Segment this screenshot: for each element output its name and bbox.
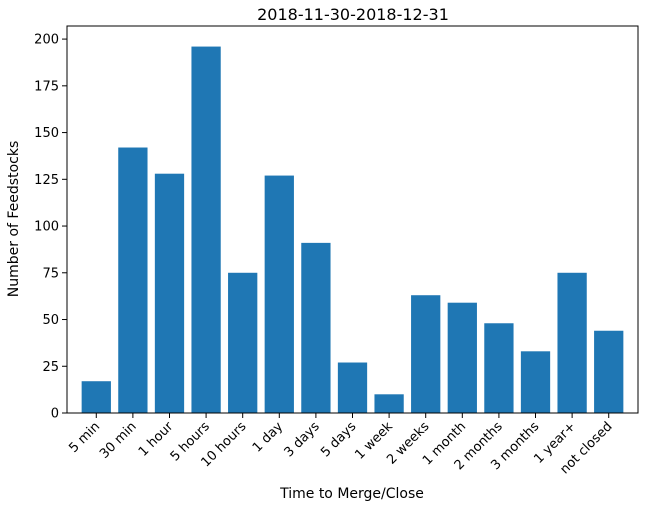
x-tick-label: 3 days bbox=[282, 419, 323, 460]
y-tick-label: 175 bbox=[34, 79, 59, 94]
y-tick-label: 125 bbox=[34, 173, 59, 188]
bar-30-min bbox=[118, 147, 148, 413]
x-axis-title: Time to Merge/Close bbox=[279, 486, 424, 502]
x-tick-label: 30 min bbox=[97, 419, 140, 462]
y-axis: 0 25 50 75 100 125 150 175 200 bbox=[34, 33, 67, 422]
bar-2-weeks bbox=[411, 295, 441, 413]
bar-5-hours bbox=[191, 46, 221, 413]
y-tick-label: 200 bbox=[34, 33, 59, 48]
bar-3-days bbox=[301, 242, 331, 413]
bar-1-week bbox=[374, 394, 404, 413]
bar-5-min bbox=[81, 381, 111, 413]
bar-1-month bbox=[447, 302, 477, 413]
y-tick-label: 0 bbox=[51, 407, 59, 422]
y-tick-label: 100 bbox=[34, 220, 59, 235]
bar-1-hour bbox=[154, 173, 185, 413]
chart-title: 2018-11-30-2018-12-31 bbox=[257, 5, 449, 24]
y-axis-title: Number of Feedstocks bbox=[6, 141, 22, 297]
y-tick-label: 50 bbox=[42, 313, 59, 328]
bar-2-months bbox=[484, 323, 514, 413]
y-tick-label: 75 bbox=[42, 266, 59, 281]
bar-5-days bbox=[337, 362, 368, 413]
bar-10-hours bbox=[228, 272, 258, 413]
y-tick-label: 150 bbox=[34, 126, 59, 141]
bar-1-day bbox=[264, 175, 294, 413]
plot-area bbox=[81, 46, 624, 413]
plot-frame bbox=[66, 25, 639, 414]
y-tick-label: 25 bbox=[42, 360, 59, 375]
bar-1-yearplus bbox=[557, 272, 587, 413]
bar-not-closed bbox=[594, 330, 624, 413]
bar-3-months bbox=[520, 351, 551, 413]
